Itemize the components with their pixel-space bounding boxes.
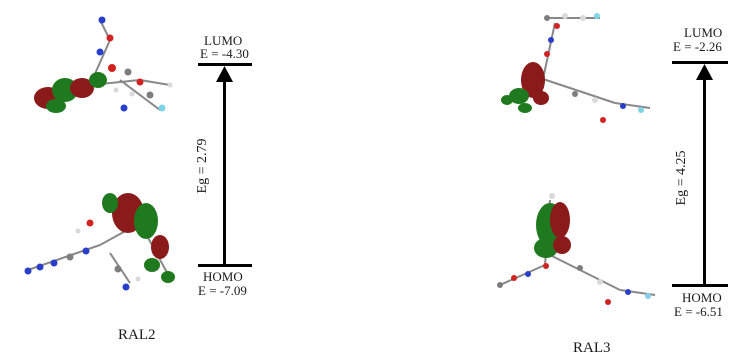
ral3-homo-orbital-image	[497, 193, 656, 305]
orbital-lobe	[534, 238, 558, 258]
orbital-lobe	[509, 88, 529, 104]
ral3-homo-label: HOMO	[682, 290, 722, 305]
ral3-caption: RAL3	[573, 340, 611, 356]
ral3-lumo-orbital-image	[501, 13, 651, 123]
ral2-gap-arrow-head	[216, 66, 233, 82]
ral2-lumo-label: LUMO	[204, 33, 243, 48]
ral2-lumo-level	[198, 63, 252, 66]
ral2-homo-orbital-image	[24, 193, 175, 291]
ral3-lumo-backbone	[539, 17, 651, 109]
orbital-lobe	[70, 78, 94, 98]
ral3-homo-energy: E = -6.51	[674, 304, 723, 319]
orbital-lobe	[521, 62, 545, 98]
orbital-lobe	[533, 91, 549, 105]
orbital-lobe	[151, 235, 169, 259]
ral2-lumo-orbital-image	[34, 16, 173, 113]
ral2-gap-arrow-shaft	[223, 80, 226, 266]
ral3-gap-arrow-head	[696, 64, 713, 80]
ral3-lumo-energy: E = -2.26	[673, 39, 722, 54]
ral2-lumo-energy: E = -4.30	[200, 46, 249, 61]
orbital-lobe	[144, 258, 160, 272]
ral3-gap-arrow-shaft	[703, 78, 706, 286]
ral3-gap-label: Eg = 4.25	[674, 150, 689, 206]
ral3-lumo-level	[672, 61, 728, 64]
ral3-homo-backbone	[499, 199, 656, 296]
orbital-lobe	[134, 203, 158, 239]
orbital-lobe	[46, 99, 66, 113]
ral3-lumo-label: LUMO	[684, 25, 723, 40]
ral2-gap-label: Eg = 2.79	[195, 138, 210, 194]
ral2-caption: RAL2	[118, 327, 156, 343]
orbital-lobe	[501, 95, 513, 105]
orbital-lobe	[89, 72, 107, 88]
ral2-homo-energy: E = -7.09	[198, 283, 247, 298]
ral2-homo-label: HOMO	[203, 269, 243, 284]
orbital-lobe	[553, 236, 571, 254]
orbital-lobe	[161, 271, 175, 283]
ral3-homo-level	[672, 284, 728, 287]
orbital-lobe	[102, 193, 118, 213]
orbital-lobe	[518, 103, 532, 113]
orbital-lobe	[550, 202, 570, 238]
